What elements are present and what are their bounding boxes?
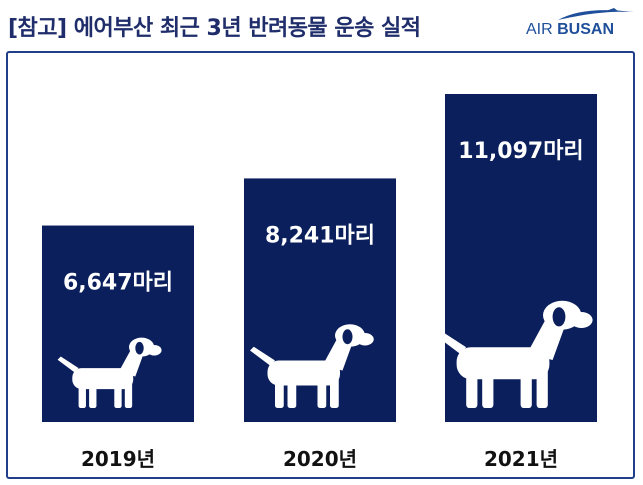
air-busan-logo: AIR BUSAN: [526, 8, 638, 44]
logo-swoosh-icon: [558, 8, 634, 20]
category-label: 2020년: [283, 447, 357, 471]
logo-word-air: AIR: [526, 21, 553, 38]
data-label: 8,241마리: [265, 223, 375, 248]
dog-icon: [434, 300, 593, 408]
category-label: 2021년: [484, 447, 558, 471]
chart-frame: [6, 51, 635, 479]
data-label: 6,647마리: [63, 271, 173, 296]
logo-word-busan: BUSAN: [557, 21, 615, 38]
category-label: 2019년: [81, 447, 155, 471]
dog-icon: [57, 337, 162, 408]
dog-icon: [250, 324, 374, 408]
page-title: [참고] 에어부산 최근 3년 반려동물 운송 실적: [8, 16, 421, 41]
data-label: 11,097마리: [458, 139, 583, 164]
